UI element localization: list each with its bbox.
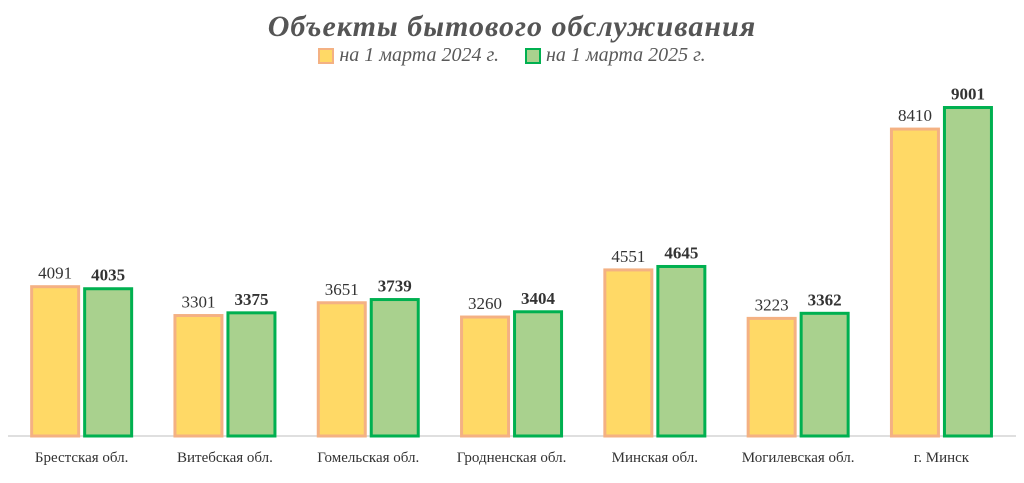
legend-swatch-2025 xyxy=(525,47,541,64)
bar-2025-5 xyxy=(799,311,850,438)
data-label-2024-4: 4551 xyxy=(611,247,645,266)
bar-2025-3 xyxy=(513,310,564,438)
bar-2024-4 xyxy=(603,268,654,438)
data-label-2025-5: 3362 xyxy=(808,290,842,309)
category-label-6: г. Минск xyxy=(914,450,970,466)
bar-2024-2 xyxy=(316,301,367,438)
legend-item-2024: на 1 марта 2024 г. xyxy=(318,44,499,67)
category-label-1: Витебская обл. xyxy=(177,450,273,466)
legend-swatch-2024 xyxy=(318,47,335,64)
chart-title: Объекты бытового обслуживания xyxy=(267,10,757,43)
legend-item-2025: на 1 марта 2025 г. xyxy=(525,44,706,67)
bar-2025-6 xyxy=(942,106,993,438)
data-label-2025-2: 3739 xyxy=(378,277,412,296)
data-label-2025-0: 4035 xyxy=(91,266,125,285)
bar-2024-6 xyxy=(889,127,940,438)
legend-label-2025: на 1 марта 2025 г. xyxy=(546,44,706,66)
category-label-3: Гродненская обл. xyxy=(457,450,567,466)
data-label-2024-0: 4091 xyxy=(38,264,72,283)
data-label-2025-1: 3375 xyxy=(234,290,268,309)
data-label-2024-6: 8410 xyxy=(898,106,932,125)
data-label-2024-1: 3301 xyxy=(181,293,215,312)
legend-label-2024: на 1 марта 2024 г. xyxy=(339,44,499,66)
bar-2025-1 xyxy=(226,311,277,438)
legend: на 1 марта 2024 г. на 1 марта 2025 г. xyxy=(0,44,1024,67)
category-label-4: Минская обл. xyxy=(612,450,698,466)
data-label-2025-3: 3404 xyxy=(521,289,556,308)
bar-2025-4 xyxy=(656,264,707,438)
bar-2025-0 xyxy=(83,287,134,438)
category-label-0: Брестская обл. xyxy=(35,450,129,466)
bar-2024-0 xyxy=(30,285,81,438)
data-label-2025-6: 9001 xyxy=(951,85,985,104)
data-label-2024-2: 3651 xyxy=(325,280,359,299)
data-label-2024-5: 3223 xyxy=(755,295,789,314)
bar-2024-3 xyxy=(460,315,511,438)
category-label-2: Гомельская обл. xyxy=(317,450,419,466)
category-label-5: Могилевская обл. xyxy=(742,450,855,466)
data-label-2025-4: 4645 xyxy=(664,243,698,262)
data-label-2024-3: 3260 xyxy=(468,294,502,313)
bar-2024-1 xyxy=(173,314,224,438)
bar-2025-2 xyxy=(369,298,420,438)
bar-2024-5 xyxy=(746,316,797,438)
